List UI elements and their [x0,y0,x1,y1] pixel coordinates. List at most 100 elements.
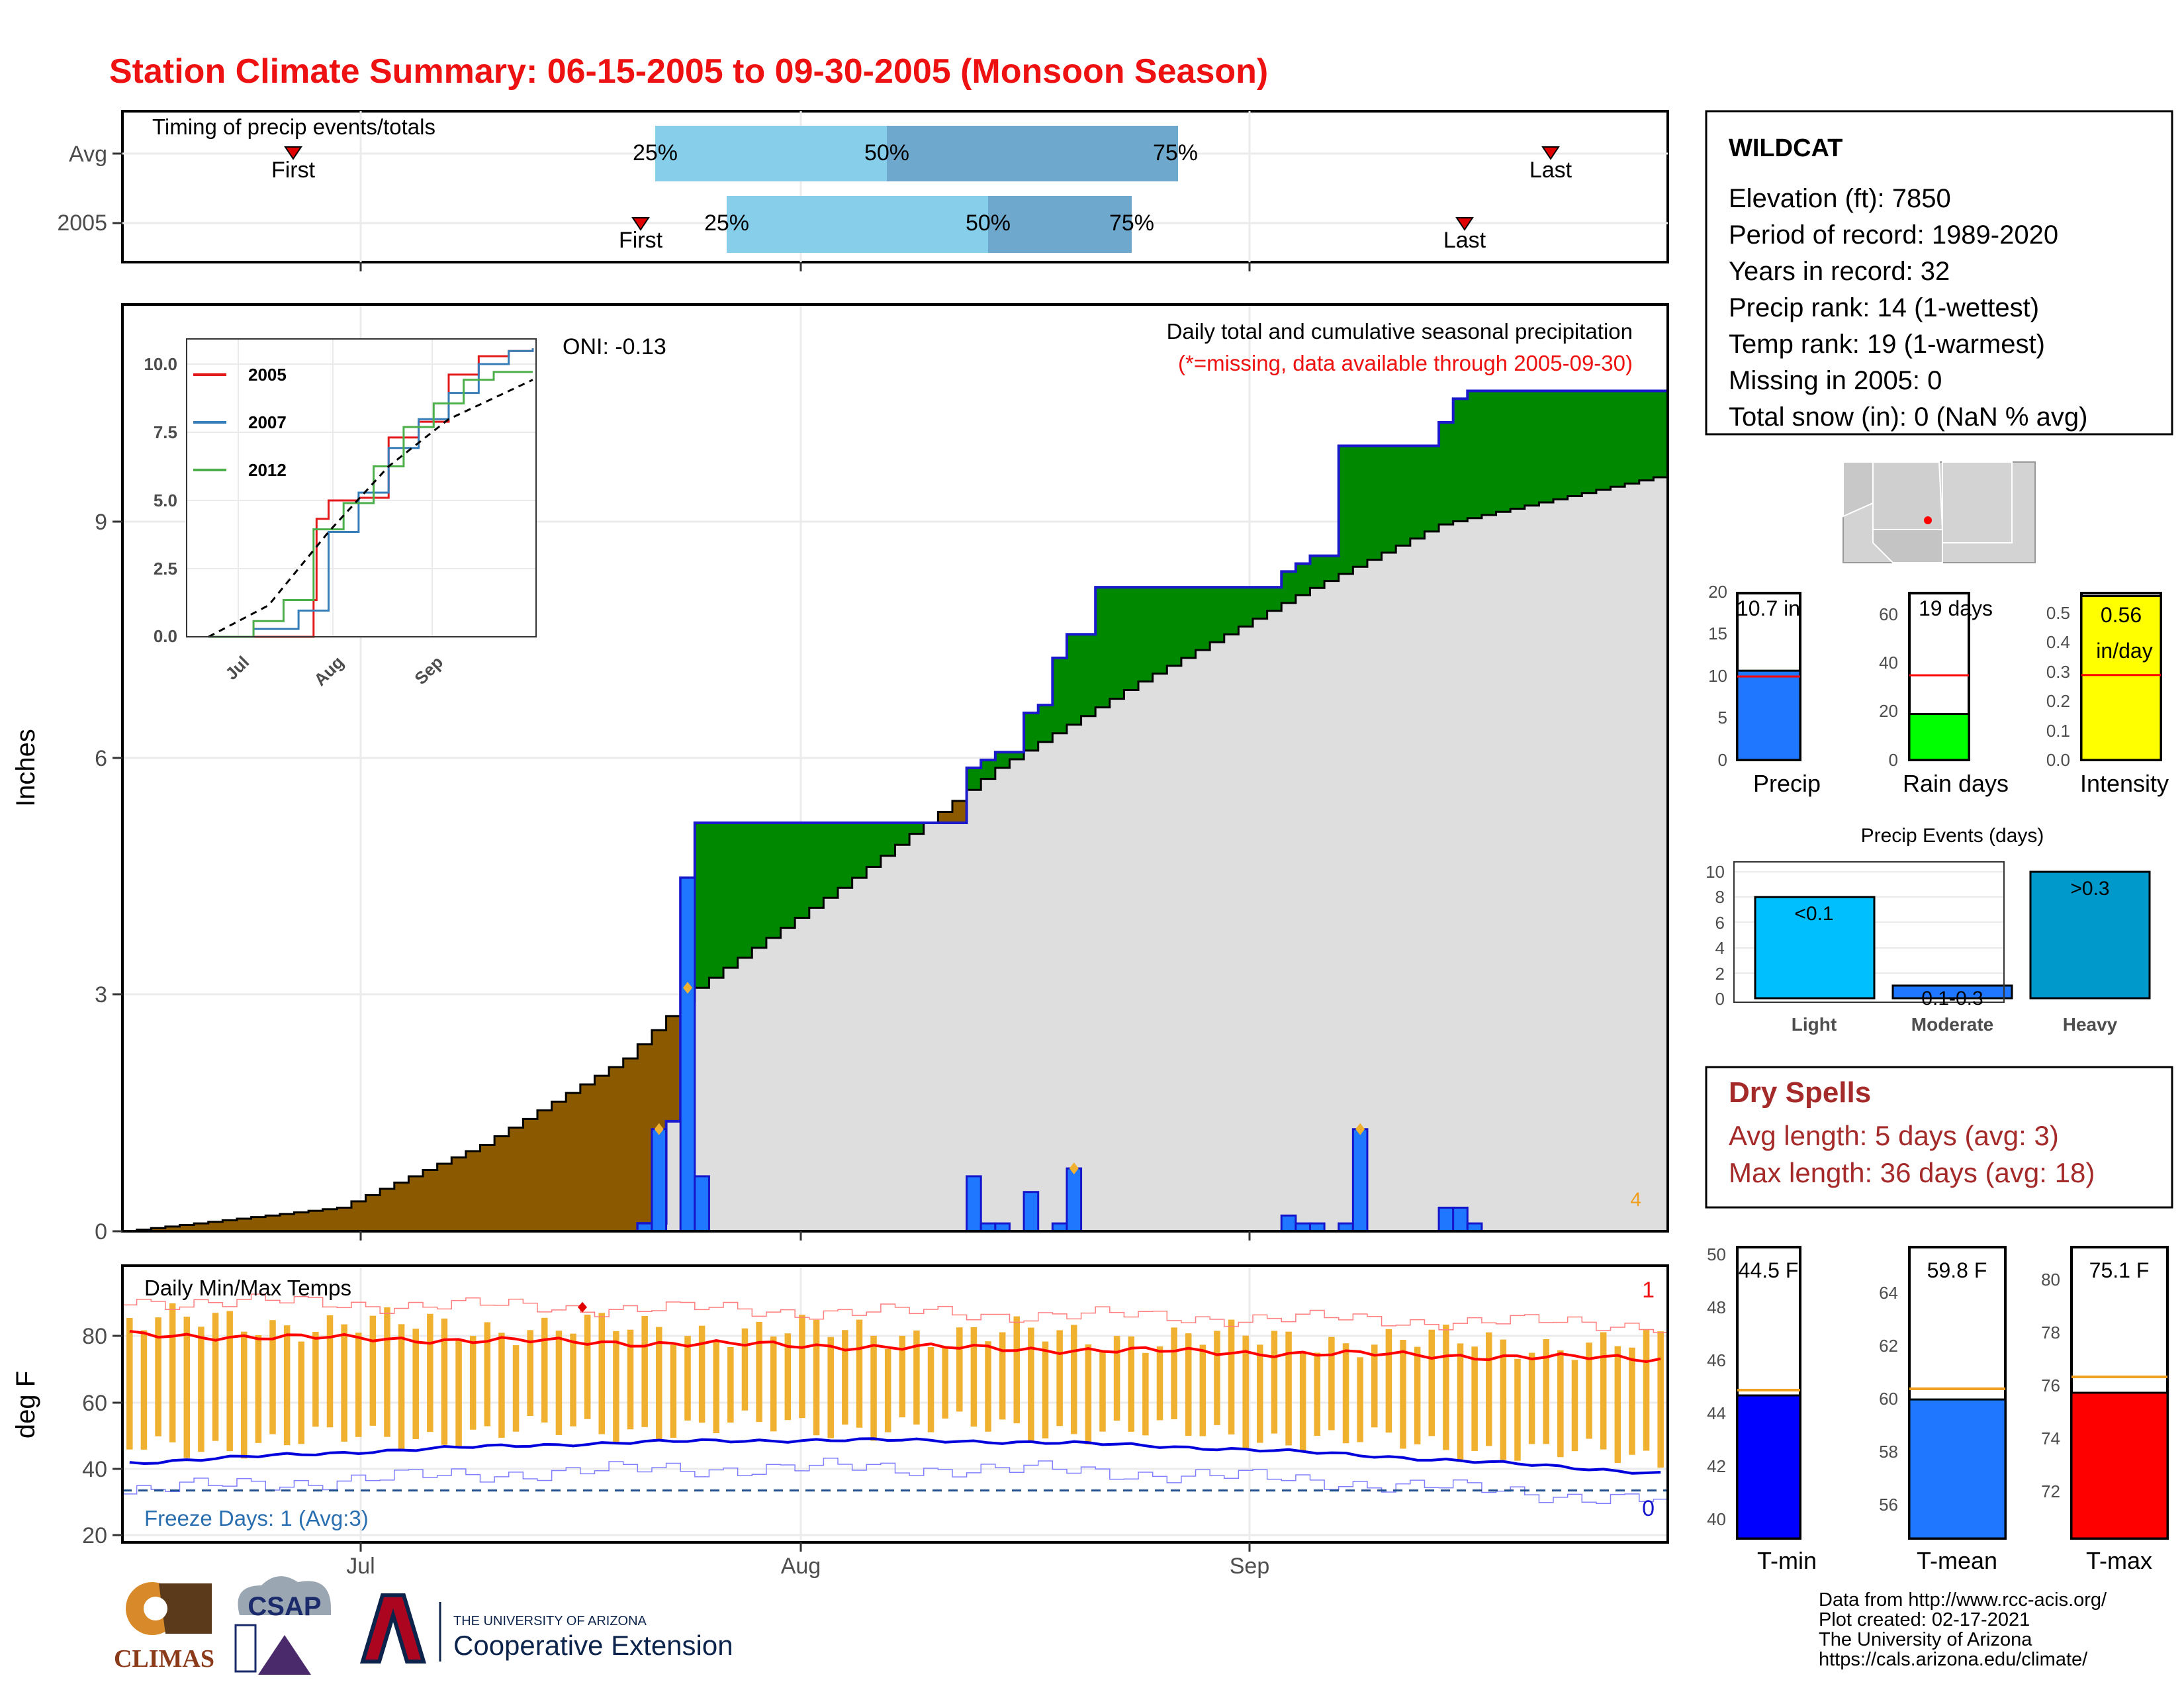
daily-temp-range-bar [312,1331,319,1427]
daily-temp-range-bar [1485,1332,1492,1446]
intensity-bar-layer [2080,594,2162,761]
svg-text:60: 60 [82,1391,107,1416]
surplus-slice [1009,752,1024,759]
ua-big-text: Cooperative Extension [453,1630,733,1661]
daily-temp-range-bar [455,1338,462,1448]
dry-spells-title: Dry Spells [1729,1076,1871,1109]
avg-p25: 25% [633,140,678,165]
svg-text:5.0: 5.0 [154,491,177,510]
daily-temp-range-bar [1285,1331,1292,1446]
daily-temp-range-bar [1342,1343,1349,1444]
tmax-bar-layer [2070,1376,2169,1540]
daily-temp-range-bar [570,1333,576,1427]
surplus-slice [1439,422,1454,525]
daily-precip-bar [966,1175,982,1233]
daily-temp-range-bar [1557,1350,1564,1458]
daily-temp-range-bar [512,1345,520,1432]
surplus-slice [766,823,782,938]
deficit-slice [179,1225,195,1231]
daily-temp-range-bar [842,1330,848,1425]
surplus-slice [809,823,824,908]
svg-text:80: 80 [2041,1270,2060,1289]
inset-yaxis: 0.0 2.5 5.0 7.5 10.0 [144,354,177,646]
precip-corner-note: 4 [1630,1189,1641,1211]
surplus-slice [995,752,1011,768]
svg-text:60: 60 [1879,1389,1898,1409]
surplus-slice [1152,587,1167,674]
value-bar [1736,1394,1801,1540]
surplus-slice [895,823,910,845]
csap-logo: CSAP [234,1576,331,1675]
surplus-slice [838,823,853,888]
daily-temp-range-bar [970,1327,978,1427]
svg-text:Missing in 2005: 0: Missing in 2005: 0 [1729,366,1942,395]
climas-logo: CLIMAS [114,1582,214,1673]
tmean-value: 59.8 F [1927,1258,1987,1282]
svg-text:Elevation (ft): 7850: Elevation (ft): 7850 [1729,184,1951,213]
precip-subtitle: (*=missing, data available through 2005-… [1178,351,1633,375]
daily-temp-range-bar [784,1333,792,1421]
svg-text:9: 9 [95,510,107,535]
svg-text:https://cals.arizona.edu/clima: https://cals.arizona.edu/climate/ [1819,1649,2088,1670]
svg-text:Avg length: 5 days (avg: 3): Avg length: 5 days (avg: 3) [1729,1120,2059,1151]
daily-temp-range-bar [255,1335,262,1443]
svg-text:8: 8 [1715,887,1725,907]
precip-frame [121,303,1669,1233]
surplus-slice [795,823,810,918]
deficit-slice [480,1145,495,1231]
svg-text:5: 5 [1718,708,1727,727]
daily-temp-range-bar [1228,1319,1235,1434]
daily-temp-range-bar [584,1315,591,1419]
y2005-first-marker [631,217,650,231]
daily-precip-bar [1351,1128,1369,1233]
location-map [1843,461,2036,563]
daily-temp-range-bar [684,1336,691,1421]
deficit-slice [308,1211,324,1231]
deficit-slice [952,800,968,823]
daily-temp-range-bar [799,1315,805,1419]
surplus-slice [1038,705,1053,742]
station-info: WILDCAT Elevation (ft): 7850 Period of r… [1705,110,2173,436]
temp-title: Daily Min/Max Temps [144,1276,351,1300]
inset-legend: 2005 2007 2012 [193,365,287,480]
daily-temp-range-bar [627,1329,634,1430]
daily-precip-bar [1452,1206,1469,1233]
daily-temp-range-bar [398,1324,405,1450]
y2005-last-marker [1455,217,1474,231]
deficit-slice [222,1220,238,1231]
daily-temp-range-bar [1629,1347,1635,1455]
precip-total-bar-layer [1736,669,1801,761]
svg-text:10.0: 10.0 [144,354,177,374]
freeze-label: Freeze Days: 1 (Avg:3) [144,1506,369,1530]
svg-text:2007: 2007 [248,412,287,432]
svg-text:Total snow (in): 0 (NaN % avg): Total snow (in): 0 (NaN % avg) [1729,402,2087,432]
daily-temp-range-bar [212,1313,219,1441]
surplus-slice [780,823,796,928]
surplus-slice [1052,657,1068,733]
y2005-q25-50 [727,196,988,253]
intensity-label: Intensity [2080,770,2169,797]
deficit-slice [265,1215,281,1231]
deficit-slice [165,1226,181,1231]
svg-text:80: 80 [82,1324,107,1349]
daily-temp-range-bar [985,1341,991,1432]
surplus-slice [1481,391,1497,515]
svg-text:4: 4 [1715,938,1725,958]
daily-temp-range-bar [169,1303,176,1442]
daily-temp-range-bar [1586,1342,1592,1439]
y2005-first-label: First [619,228,663,253]
events-value-moderate: 0.1-0.3 [1921,988,1983,1009]
record-max-line [122,1293,1668,1333]
deficit-slice [423,1170,438,1231]
daily-temp-range-bar [226,1311,233,1452]
surplus-slice [1324,555,1340,581]
value-bar [1908,1398,2007,1540]
daily-temp-range-bar [427,1313,433,1432]
daily-precip-bar [651,1128,668,1233]
daily-temp-range-bar [183,1317,191,1458]
surplus-slice [1338,445,1353,574]
daily-precip-bar [1066,1167,1083,1233]
daily-temp-range-bar [1657,1331,1664,1468]
surplus-slice [1610,391,1625,487]
deficit-slice [337,1207,352,1231]
